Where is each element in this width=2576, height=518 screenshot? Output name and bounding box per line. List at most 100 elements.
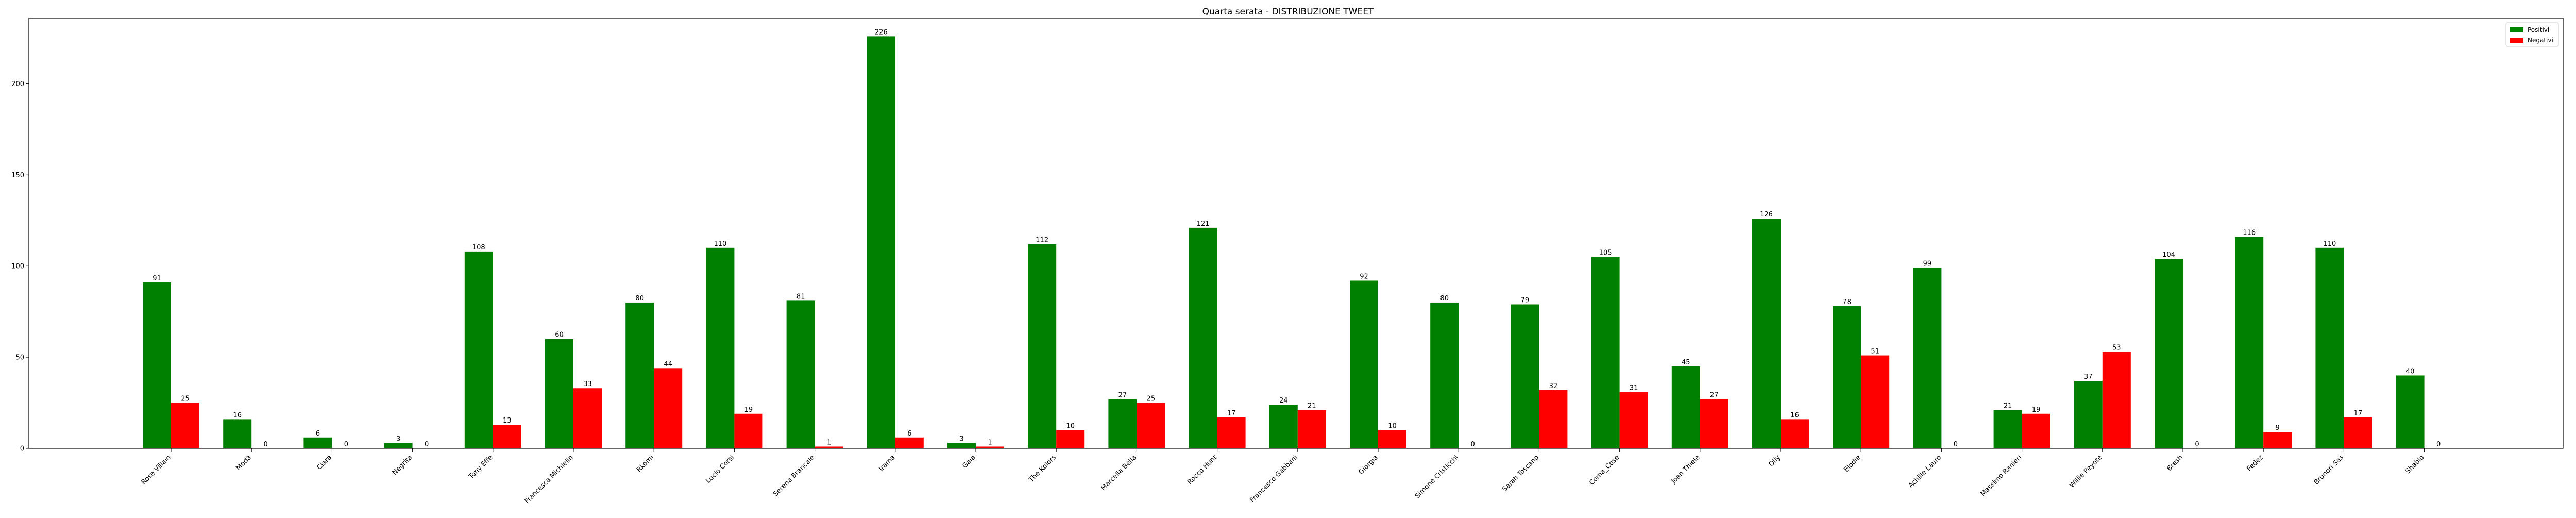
bar-value-label: 19 (2032, 406, 2041, 414)
bar-positivi (2074, 381, 2103, 448)
bar-value-label: 104 (2162, 251, 2175, 259)
x-tick-label: The Kolors (1027, 454, 1058, 484)
x-tick-label: Clara (316, 454, 334, 472)
x-tick-label: Massimo Ranieri (1979, 454, 2023, 498)
bar-negativi (2022, 413, 2050, 448)
bar-negativi (1217, 417, 1246, 448)
bar-positivi (2396, 375, 2425, 448)
bar-positivi (867, 36, 895, 449)
bar-value-label: 27 (1118, 391, 1127, 399)
bar-value-label: 79 (1521, 296, 1530, 304)
x-tick-label: Gaia (961, 454, 977, 470)
bar-value-label: 0 (344, 441, 348, 448)
bar-negativi (1619, 392, 1648, 448)
bar-value-label: 0 (1954, 441, 1958, 448)
chart-title: Quarta serata - DISTRIBUZIONE TWEET (1202, 7, 1374, 17)
bar-positivi (384, 443, 413, 448)
bar-value-label: 16 (233, 411, 242, 419)
bar-positivi (1752, 219, 1781, 448)
bar-negativi (171, 403, 199, 448)
x-tick-label: Fedez (2246, 454, 2265, 473)
bar-value-label: 0 (1471, 441, 1475, 448)
bar-value-label: 121 (1197, 220, 1210, 228)
x-tick-label: Tony Effe (467, 454, 495, 481)
bar-value-label: 40 (2406, 367, 2415, 375)
bar-positivi (2315, 247, 2344, 448)
bar-value-label: 110 (714, 240, 726, 248)
bar-value-label: 45 (1682, 359, 1690, 366)
bar-value-label: 17 (1227, 410, 1236, 417)
bar-negativi (895, 437, 924, 448)
bar-value-label: 37 (2084, 373, 2093, 381)
x-tick-label: Joan Thiele (1670, 454, 1702, 486)
bar-negativi (2102, 352, 2131, 448)
x-tick-label: Bresh (2165, 454, 2184, 473)
bar-positivi (947, 443, 976, 448)
x-tick-label: Olly (1767, 454, 1782, 469)
bar-negativi (734, 413, 763, 448)
bar-value-label: 112 (1036, 237, 1048, 244)
y-tick-label: 150 (11, 172, 24, 179)
bar-negativi (1378, 430, 1406, 448)
bar-negativi (1137, 403, 1165, 448)
bar-value-label: 1 (988, 439, 992, 446)
bar-negativi (1781, 419, 1809, 448)
plot-background (29, 18, 2563, 448)
bar-value-label: 16 (1790, 411, 1799, 419)
x-tick-label: Rkomi (635, 454, 655, 474)
bar-value-label: 92 (1360, 273, 1368, 280)
bar-positivi (2235, 237, 2264, 448)
x-tick-label: Lucio Corsi (705, 454, 736, 485)
bar-positivi (303, 437, 332, 448)
bar-positivi (1028, 244, 1057, 448)
bar-value-label: 10 (1388, 423, 1397, 430)
bar-negativi (493, 425, 521, 448)
bar-negativi (1539, 390, 1568, 448)
legend-swatch (2510, 38, 2523, 43)
bar-value-label: 108 (472, 244, 485, 252)
bar-positivi (1511, 304, 1539, 448)
x-tick-label: Francesco Gabbani (1249, 454, 1299, 504)
bar-negativi (1861, 355, 1890, 448)
legend-label: Positivi (2528, 26, 2549, 34)
bar-value-label: 32 (1549, 382, 1558, 390)
bar-value-label: 21 (2004, 403, 2012, 410)
bar-value-label: 6 (907, 430, 911, 438)
bar-value-label: 3 (959, 435, 963, 443)
x-tick-label: Willie Peyote (2068, 454, 2104, 489)
bar-positivi (1189, 227, 1217, 448)
x-tick-label: Giorgia (1357, 454, 1380, 476)
x-tick-label: Negrita (391, 454, 414, 477)
bar-value-label: 0 (2436, 441, 2441, 448)
bar-value-label: 21 (1308, 403, 1316, 410)
x-tick-label: Rocco Hunt (1186, 454, 1218, 486)
bar-positivi (1269, 405, 1298, 448)
x-tick-label: Brunori Sas (2313, 454, 2346, 487)
bar-positivi (143, 282, 171, 448)
x-tick-label: Francesca Michielin (523, 454, 575, 505)
bar-value-label: 81 (796, 293, 805, 300)
bar-negativi (573, 388, 602, 448)
bar-positivi (1993, 410, 2022, 448)
x-tick-label: Serena Brancale (772, 454, 816, 498)
x-tick-label: Coma_Cose (1588, 454, 1621, 487)
bar-value-label: 44 (664, 360, 672, 368)
plot-frame (28, 18, 2564, 449)
bar-value-label: 3 (396, 435, 400, 443)
legend-swatch (2510, 27, 2523, 32)
x-tick-label: Shablo (2404, 454, 2426, 475)
bar-negativi (2263, 432, 2292, 448)
bar-value-label: 60 (555, 331, 564, 339)
bar-positivi (786, 300, 815, 448)
bar-value-label: 126 (1760, 211, 1773, 219)
bar-value-label: 13 (503, 417, 512, 425)
bar-value-label: 9 (2276, 424, 2280, 432)
bar-value-label: 25 (181, 395, 190, 403)
bar-value-label: 0 (2195, 441, 2199, 448)
bar-value-label: 6 (316, 430, 320, 438)
bar-value-label: 80 (1440, 295, 1449, 303)
bar-value-label: 51 (1871, 348, 1879, 356)
y-tick-label: 0 (20, 445, 24, 453)
